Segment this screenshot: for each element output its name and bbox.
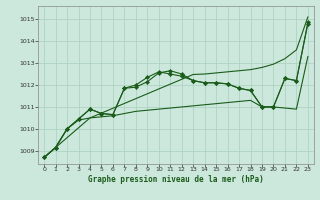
X-axis label: Graphe pression niveau de la mer (hPa): Graphe pression niveau de la mer (hPa) bbox=[88, 175, 264, 184]
